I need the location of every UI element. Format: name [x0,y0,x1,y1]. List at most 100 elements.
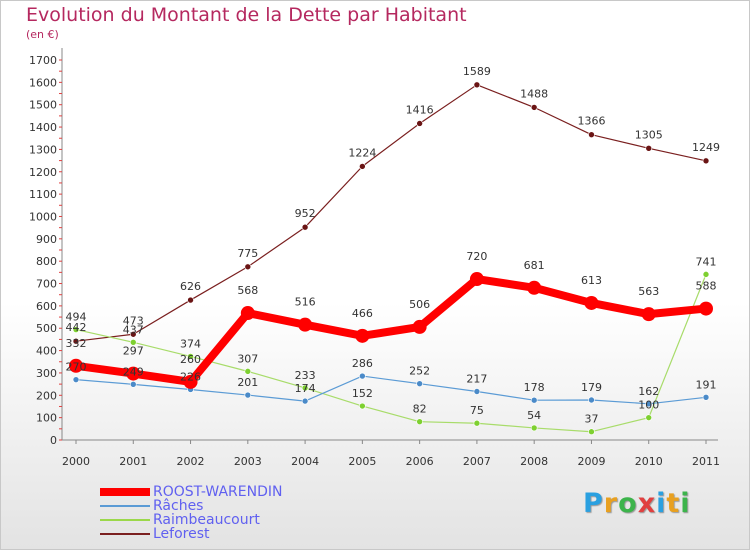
data-point [244,391,252,399]
y-tick-label: 600 [36,300,57,313]
data-label: 1224 [348,146,376,159]
data-label: 775 [237,247,258,260]
y-tick-label: 700 [36,278,57,291]
data-point [473,81,481,89]
data-point [412,319,427,334]
data-label: 563 [638,285,659,298]
data-point [473,388,481,395]
data-label: 1589 [463,65,491,78]
data-label: 681 [524,259,545,272]
data-label: 162 [638,385,659,398]
legend-label: Râches [153,498,204,514]
data-label: 720 [466,250,487,263]
y-tick-label: 1700 [29,54,57,67]
data-point [416,380,423,387]
data-point [72,326,80,333]
data-point [416,418,423,425]
data-label: 626 [180,280,201,293]
data-point [129,330,137,338]
x-tick-label: 2000 [62,455,90,468]
data-label: 226 [180,370,201,383]
y-tick-label: 400 [36,345,57,358]
logo-letter: t [666,488,681,519]
legend-item: Leforest [100,526,360,542]
x-tick-label: 2011 [692,455,720,468]
data-label: 37 [584,413,598,426]
y-tick-label: 1200 [29,166,57,179]
y-tick-label: 1400 [29,121,57,134]
y-tick-label: 1100 [29,188,57,201]
data-point [129,381,137,388]
data-point [301,397,309,405]
legend-swatch [100,533,150,535]
data-point [355,328,370,343]
logo-letter: r [603,488,619,519]
data-point [530,396,538,404]
data-label: 82 [413,403,427,416]
y-tick-label: 300 [36,367,57,380]
data-point [359,372,366,380]
data-label: 286 [352,357,373,370]
series-raimbeaucourt [72,271,710,436]
x-tick-label: 2009 [577,455,605,468]
data-label: 1488 [520,87,548,100]
data-point [588,131,595,138]
data-point [702,157,710,165]
legend-swatch [100,519,150,521]
data-point [645,144,653,152]
x-tick-label: 2002 [177,455,205,468]
y-tick-label: 0 [50,434,57,447]
x-tick-label: 2004 [291,455,319,468]
data-point [72,337,80,345]
data-point [244,263,252,271]
series-line [72,275,710,386]
y-tick-label: 1300 [29,143,57,156]
y-tick-label: 900 [36,233,57,246]
data-point [240,306,255,321]
legend-item: Râches [100,498,360,514]
legend-label: Raimbeaucourt [153,512,260,528]
data-label: 741 [696,255,717,268]
data-label: 217 [466,372,487,385]
legend-label: Leforest [153,526,210,542]
legend-swatch [100,505,150,507]
legend-item: ROOST-WARENDIN [100,484,360,500]
legend-item: Raimbeaucourt [100,512,360,528]
data-label: 307 [237,352,258,365]
data-label: 613 [581,274,602,287]
logo-letter: P [583,488,604,519]
data-label: 1416 [406,103,434,116]
data-point [129,339,137,346]
x-tick-label: 2008 [520,455,548,468]
x-tick-label: 2001 [119,455,147,468]
data-point [301,384,309,392]
data-point [702,394,710,401]
legend-swatch [100,488,150,496]
data-label: 54 [527,409,541,422]
proxiti-logo: Proxiti [583,488,691,519]
y-tick-label: 800 [36,255,57,268]
data-label: 100 [638,399,659,412]
y-tick-label: 1600 [29,76,57,89]
data-label: 75 [470,404,484,417]
data-label: 1249 [692,141,720,154]
data-point [301,223,309,231]
data-point [699,301,713,316]
data-label: 442 [66,321,87,334]
x-tick-label: 2005 [348,455,376,468]
logo-letter: o [618,488,638,519]
y-tick-label: 1500 [29,99,57,112]
data-point [187,353,194,360]
data-label: 270 [66,361,87,374]
data-label: 437 [123,323,144,336]
data-label: 506 [409,298,430,311]
data-point [530,104,538,111]
data-point [183,374,198,389]
y-tick-label: 500 [36,322,57,335]
x-tick-label: 2006 [406,455,434,468]
chart-title: Evolution du Montant de la Dette par Hab… [26,4,467,26]
series-line [75,375,707,405]
data-point [645,400,653,408]
